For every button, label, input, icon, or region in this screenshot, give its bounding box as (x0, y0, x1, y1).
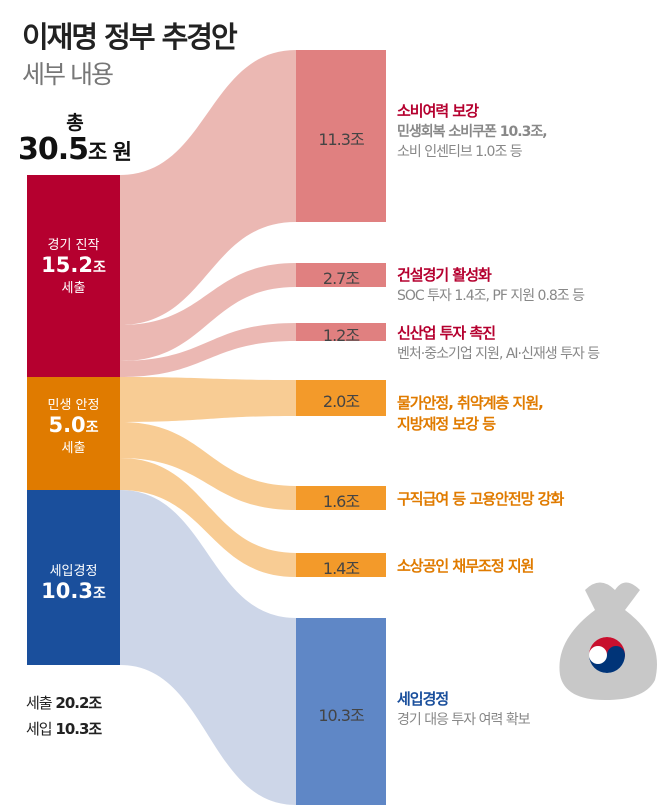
node-prices (296, 380, 386, 416)
source-label-economy: 경기 진작 15.2조 세출 (41, 238, 106, 296)
total-label: 총 (66, 112, 84, 134)
desc-prices: 물가안정, 취약계층 지원, 지방재정 보강 등 (397, 394, 544, 433)
flow-band (120, 263, 296, 361)
node-value: 10.3조 (318, 706, 364, 725)
flow-band (120, 323, 296, 377)
node-value: 11.3조 (318, 130, 364, 149)
node-value: 2.7조 (322, 269, 360, 288)
node-value: 1.2조 (322, 326, 360, 345)
desc-new-industry: 신산업 투자 촉진 벤처·중소기업 지원, AI·신재생 투자 등 (397, 324, 600, 362)
node-employment (296, 486, 386, 510)
flow-band (120, 458, 296, 577)
node-consumption (296, 50, 386, 222)
node-revenue (296, 618, 386, 805)
flow-band (120, 50, 296, 325)
desc-consumption: 소비여력 보강 민생회복 소비쿠폰 10.3조, 소비 인센티브 1.0조 등 (397, 102, 548, 160)
flow-band (120, 377, 296, 422)
flow-band (120, 422, 296, 510)
desc-revenue: 세입경정 경기 대응 투자 여력 확보 (397, 690, 531, 728)
node-small-business (296, 553, 386, 577)
desc-small-business: 소상공인 채무조정 지원 (397, 557, 534, 575)
source-label-revenue: 세입경정 10.3조 (41, 564, 106, 603)
footer-expenditure: 세출 20.2조 (26, 694, 102, 712)
node-construction (296, 263, 386, 287)
node-new-industry (296, 323, 386, 341)
desc-employment: 구직급여 등 고용안전망 강화 (397, 490, 564, 508)
footer-revenue: 세입 10.3조 (26, 720, 102, 738)
source-bar-revenue (27, 490, 120, 665)
source-bar-economy (27, 175, 120, 377)
node-value: 2.0조 (322, 392, 360, 411)
source-label-livelihood: 민생 안정 5.0조 세출 (47, 398, 100, 456)
page-title: 이재명 정부 추경안 (22, 20, 238, 54)
flow-band (120, 490, 296, 805)
page-subtitle: 세부 내용 (22, 60, 114, 89)
node-value: 1.6조 (322, 492, 360, 511)
node-value: 1.4조 (322, 559, 360, 578)
source-bar-livelihood (27, 377, 120, 490)
total-value: 30.5조 원 (18, 132, 132, 167)
money-bag-icon (559, 582, 657, 700)
desc-construction: 건설경기 활성화 SOC 투자 1.4조, PF 지원 0.8조 등 (397, 266, 585, 304)
